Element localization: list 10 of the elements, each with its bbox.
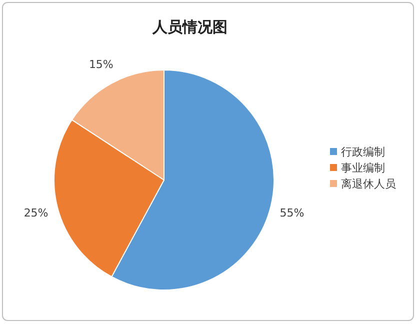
chart-title: 人员情况图 [152, 18, 228, 36]
data-label: 25% [24, 206, 48, 220]
legend-label: 事业编制 [341, 162, 385, 174]
pie-slice [54, 119, 164, 278]
pie-slice [111, 70, 274, 290]
data-label: 15% [88, 58, 114, 71]
pie-slice [71, 70, 164, 180]
data-label: 55% [280, 206, 304, 220]
legend-label: 行政编制 [341, 146, 385, 158]
legend-label: 离退休人员 [341, 178, 396, 190]
